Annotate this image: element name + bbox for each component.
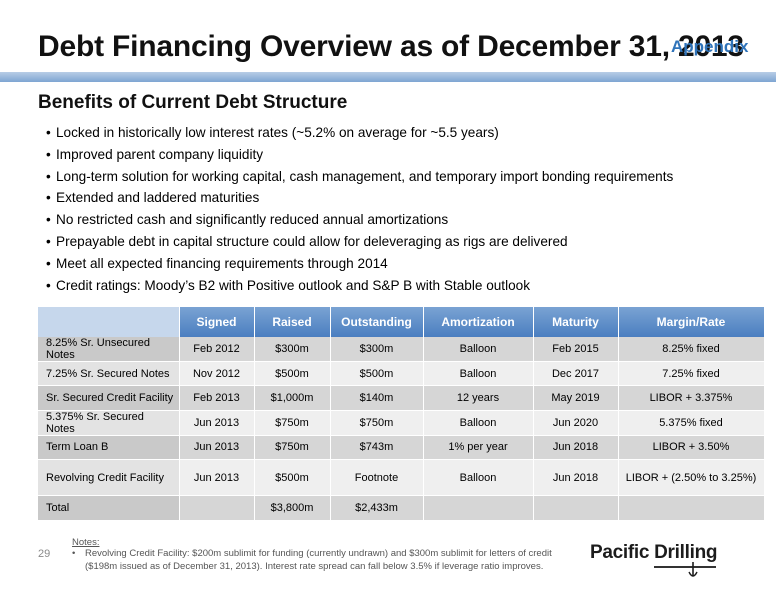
table-cell: LIBOR + 3.50% — [618, 435, 765, 461]
pacific-drilling-logo: Pacific Drilling — [590, 538, 740, 584]
list-item: • Long-term solution for working capital,… — [46, 166, 673, 188]
bullet-icon: • — [46, 277, 51, 293]
table-cell — [423, 495, 534, 521]
logo-text: Pacific Drilling — [590, 542, 718, 563]
table-cell: Feb 2015 — [533, 337, 619, 362]
appendix-tag: Appendix — [671, 37, 749, 56]
section-title: Benefits of Current Debt Structure — [38, 92, 348, 113]
table-cell: 12 years — [423, 385, 534, 411]
table-cell: $140m — [330, 385, 424, 411]
bullet-icon: • — [72, 548, 76, 559]
table-cell: Balloon — [423, 410, 534, 436]
table-cell: 8.25% fixed — [618, 337, 765, 362]
table-row: Term Loan B Jun 2013 $750m $743m 1% per … — [38, 435, 765, 461]
column-header: Outstanding — [330, 307, 424, 337]
bullet-icon: • — [46, 190, 51, 206]
table-cell: $300m — [254, 337, 331, 362]
table-cell: Jun 2020 — [533, 410, 619, 436]
table-cell — [618, 495, 765, 521]
table-cell: Jun 2013 — [179, 435, 255, 461]
table-cell: $3,800m — [254, 495, 331, 521]
table-cell: Jun 2018 — [533, 435, 619, 461]
logo-underline — [654, 566, 716, 568]
table-cell: Total — [38, 495, 180, 521]
table-cell: Sr. Secured Credit Facility — [38, 385, 180, 411]
column-header — [38, 307, 180, 337]
table-cell: $2,433m — [330, 495, 424, 521]
table-cell: May 2019 — [533, 385, 619, 411]
drill-icon — [688, 562, 698, 577]
page-title: Debt Financing Overview as of December 3… — [38, 30, 744, 63]
bullet-icon: • — [46, 125, 51, 140]
table-cell: 5.375% Sr. Secured Notes — [38, 410, 180, 436]
column-header: Margin/Rate — [618, 307, 765, 337]
header-divider-band — [0, 72, 776, 82]
debt-table: Signed Raised Outstanding Amortization M… — [38, 307, 765, 521]
table-cell: 1% per year — [423, 435, 534, 461]
table-cell: Balloon — [423, 337, 534, 362]
table-cell: 8.25% Sr. Unsecured Notes — [38, 337, 180, 362]
bullet-icon: • — [46, 168, 51, 184]
bullet-icon: • — [46, 233, 51, 249]
footnote-text: Revolving Credit Facility: $200m sublimi… — [85, 548, 552, 572]
table-total-row: Total $3,800m $2,433m — [38, 495, 765, 521]
table-row: Sr. Secured Credit Facility Feb 2013 $1,… — [38, 385, 765, 411]
table-cell: 5.375% fixed — [618, 410, 765, 436]
column-header: Amortization — [423, 307, 534, 337]
list-item: • Prepayable debt in capital structure co… — [46, 231, 673, 253]
table-row: 7.25% Sr. Secured Notes Nov 2012 $500m $… — [38, 361, 765, 387]
table-cell: $743m — [330, 435, 424, 461]
table-cell: Jun 2013 — [179, 459, 255, 497]
column-header: Signed — [179, 307, 255, 337]
table-cell: $750m — [330, 410, 424, 436]
table-cell: Term Loan B — [38, 435, 180, 461]
table-cell: $500m — [254, 459, 331, 497]
table-cell: Jun 2018 — [533, 459, 619, 497]
table-row: 8.25% Sr. Unsecured Notes Feb 2012 $300m… — [38, 337, 765, 362]
notes-title: Notes: — [72, 537, 100, 548]
list-item: • Credit ratings: Moody’s B2 with Positiv… — [46, 275, 673, 297]
table-cell — [533, 495, 619, 521]
table-cell: Balloon — [423, 361, 534, 387]
list-item: • No restricted cash and significantly re… — [46, 209, 673, 231]
table-cell: Jun 2013 — [179, 410, 255, 436]
table-cell: Footnote — [330, 459, 424, 497]
bullet-icon: • — [46, 212, 51, 228]
table-cell: $300m — [330, 337, 424, 362]
list-item: • Meet all expected financing requirement… — [46, 253, 673, 275]
bullet-icon: • — [46, 146, 51, 162]
bullet-icon: • — [46, 255, 51, 271]
table-header-row: Signed Raised Outstanding Amortization M… — [38, 307, 765, 337]
table-cell: Feb 2012 — [179, 337, 255, 362]
table-cell: Revolving Credit Facility — [38, 459, 180, 497]
table-cell: $500m — [254, 361, 331, 387]
table-cell: LIBOR + 3.375% — [618, 385, 765, 411]
column-header: Maturity — [533, 307, 619, 337]
list-item: • Locked in historically low interest rat… — [46, 122, 673, 144]
list-item: • Improved parent company liquidity — [46, 144, 673, 166]
benefits-list: • Locked in historically low interest rat… — [46, 122, 673, 296]
table-cell: LIBOR + (2.50% to 3.25%) — [618, 459, 765, 497]
footnote: • Revolving Credit Facility: $200m sublim… — [72, 548, 577, 573]
table-cell: $500m — [330, 361, 424, 387]
column-header: Raised — [254, 307, 331, 337]
table-cell: Feb 2013 — [179, 385, 255, 411]
table-cell: Balloon — [423, 459, 534, 497]
table-cell: $1,000m — [254, 385, 331, 411]
table-cell — [179, 495, 255, 521]
page-number: 29 — [38, 548, 51, 560]
list-item: • Extended and laddered maturities — [46, 187, 673, 209]
table-row: Revolving Credit Facility Jun 2013 $500m… — [38, 459, 765, 497]
table-cell: 7.25% Sr. Secured Notes — [38, 361, 180, 387]
table-cell: Dec 2017 — [533, 361, 619, 387]
table-cell: $750m — [254, 435, 331, 461]
table-cell: $750m — [254, 410, 331, 436]
table-row: 5.375% Sr. Secured Notes Jun 2013 $750m … — [38, 410, 765, 436]
table-cell: Nov 2012 — [179, 361, 255, 387]
table-cell: 7.25% fixed — [618, 361, 765, 387]
